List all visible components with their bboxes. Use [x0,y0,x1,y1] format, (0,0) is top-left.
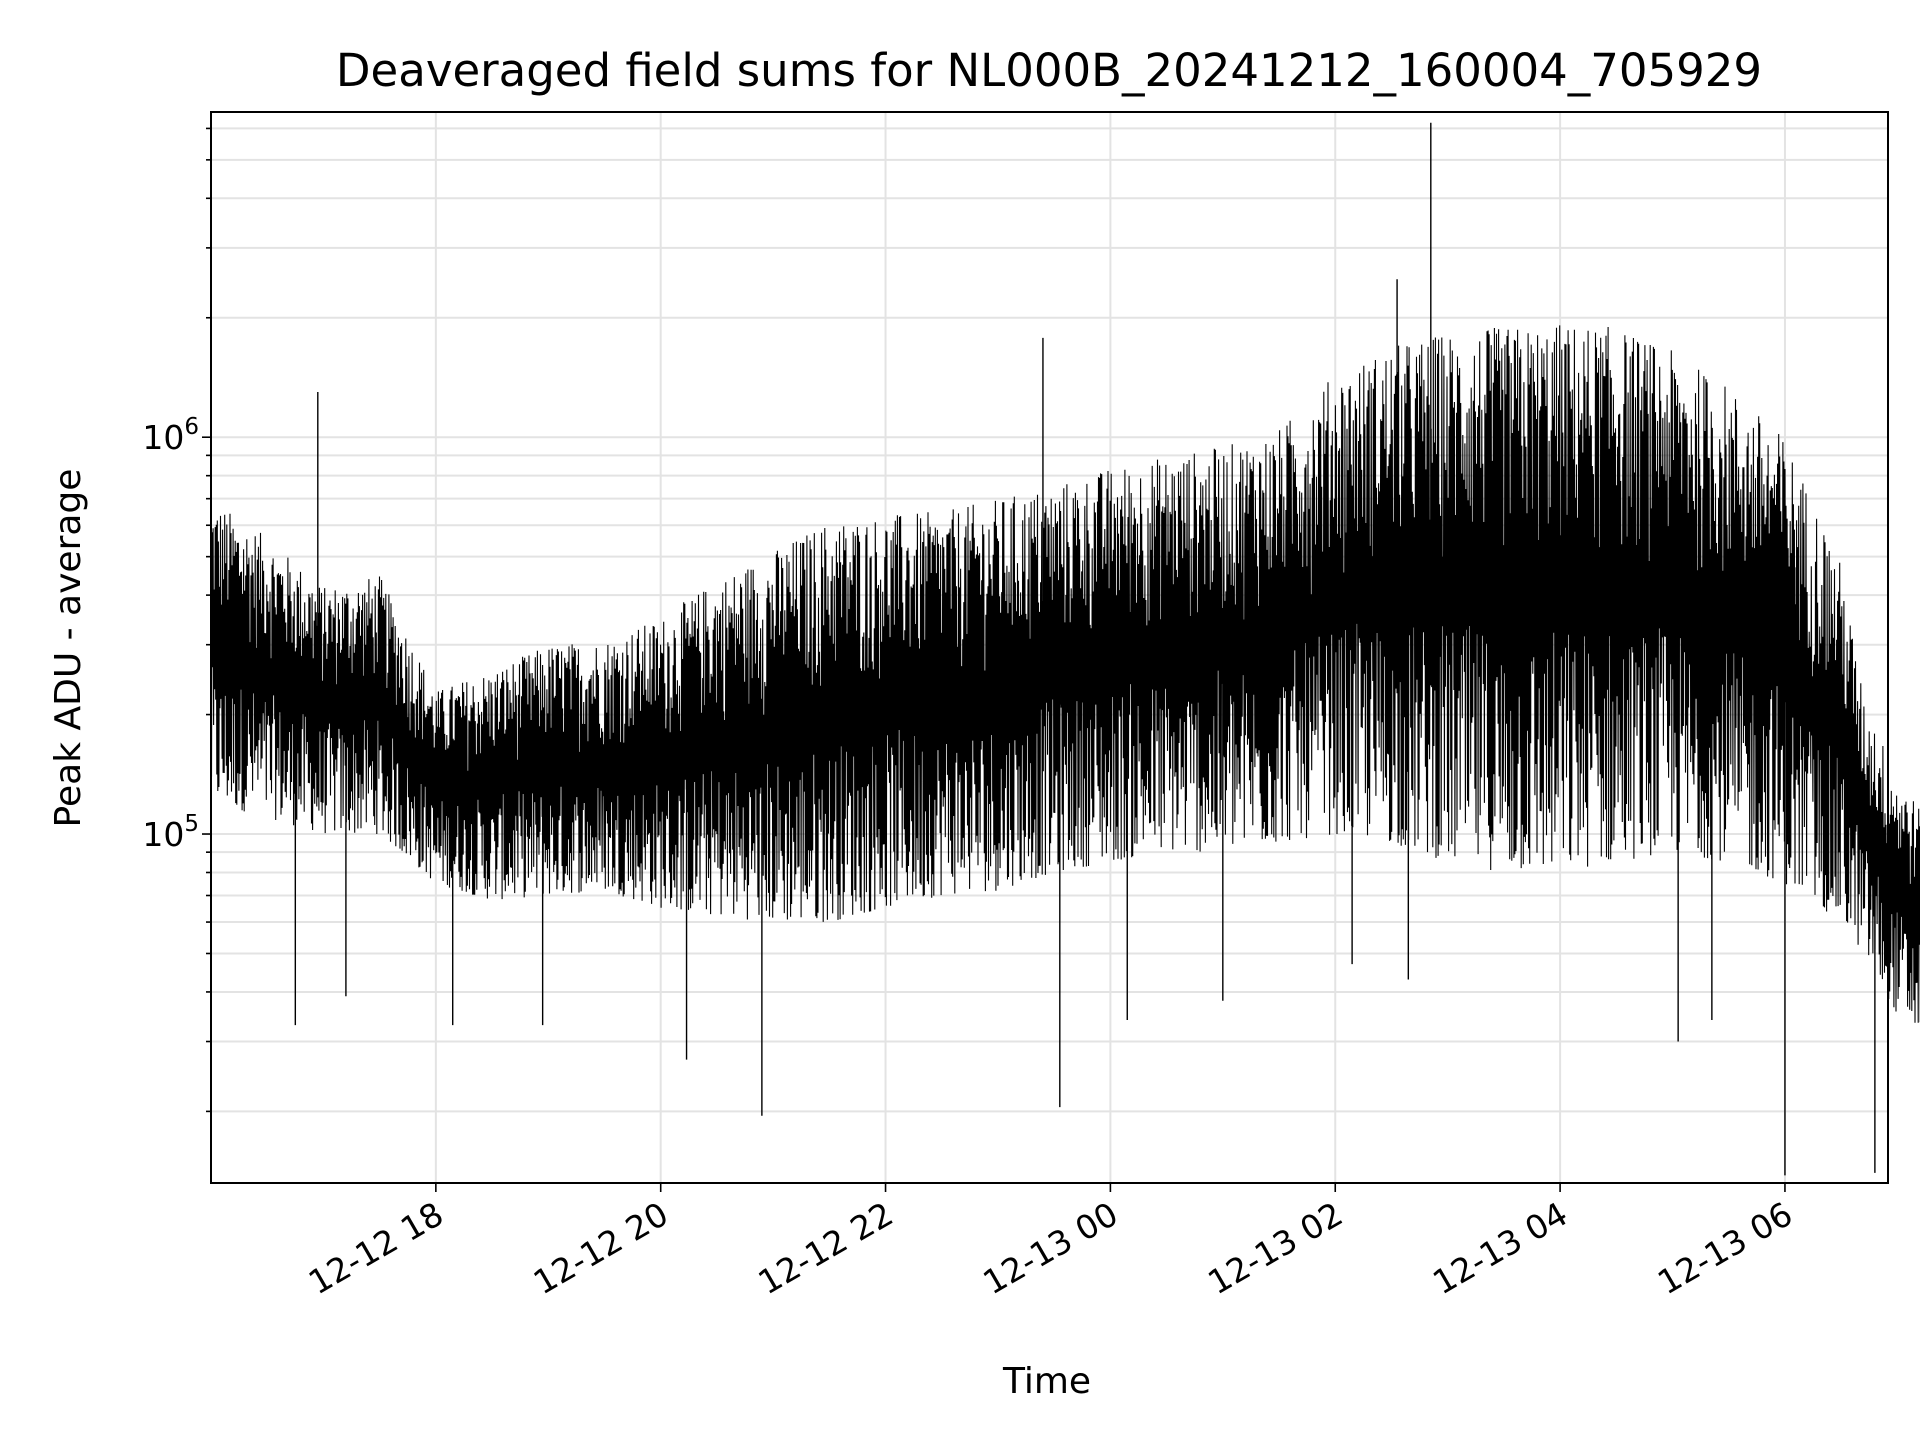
y-tick-label-base: 10 [142,418,184,457]
x-tick-label: 12-12 22 [752,1194,900,1302]
x-axis-title: Time [1002,1361,1091,1402]
x-tick-label: 12-12 20 [527,1194,675,1302]
series-layer [210,122,1920,1176]
y-tick-label: 106 [142,414,199,457]
y-tick-label-base: 10 [142,815,184,854]
series-line [210,325,1920,1023]
y-tick-label-exponent: 5 [184,811,199,837]
chart-title: Deaveraged field sums for NL000B_2024121… [336,44,1762,97]
x-tick-label: 12-13 02 [1201,1194,1349,1302]
x-tick-label: 12-13 06 [1651,1194,1799,1302]
y-axis-title: Peak ADU - average [48,469,89,828]
x-tick-label: 12-13 04 [1426,1194,1574,1302]
x-tick-label: 12-12 18 [302,1194,450,1302]
y-tick-label: 105 [142,811,199,854]
y-tick-label-exponent: 6 [184,414,199,440]
x-tick-label: 12-13 00 [976,1194,1124,1302]
plot-frame [210,111,1889,1184]
